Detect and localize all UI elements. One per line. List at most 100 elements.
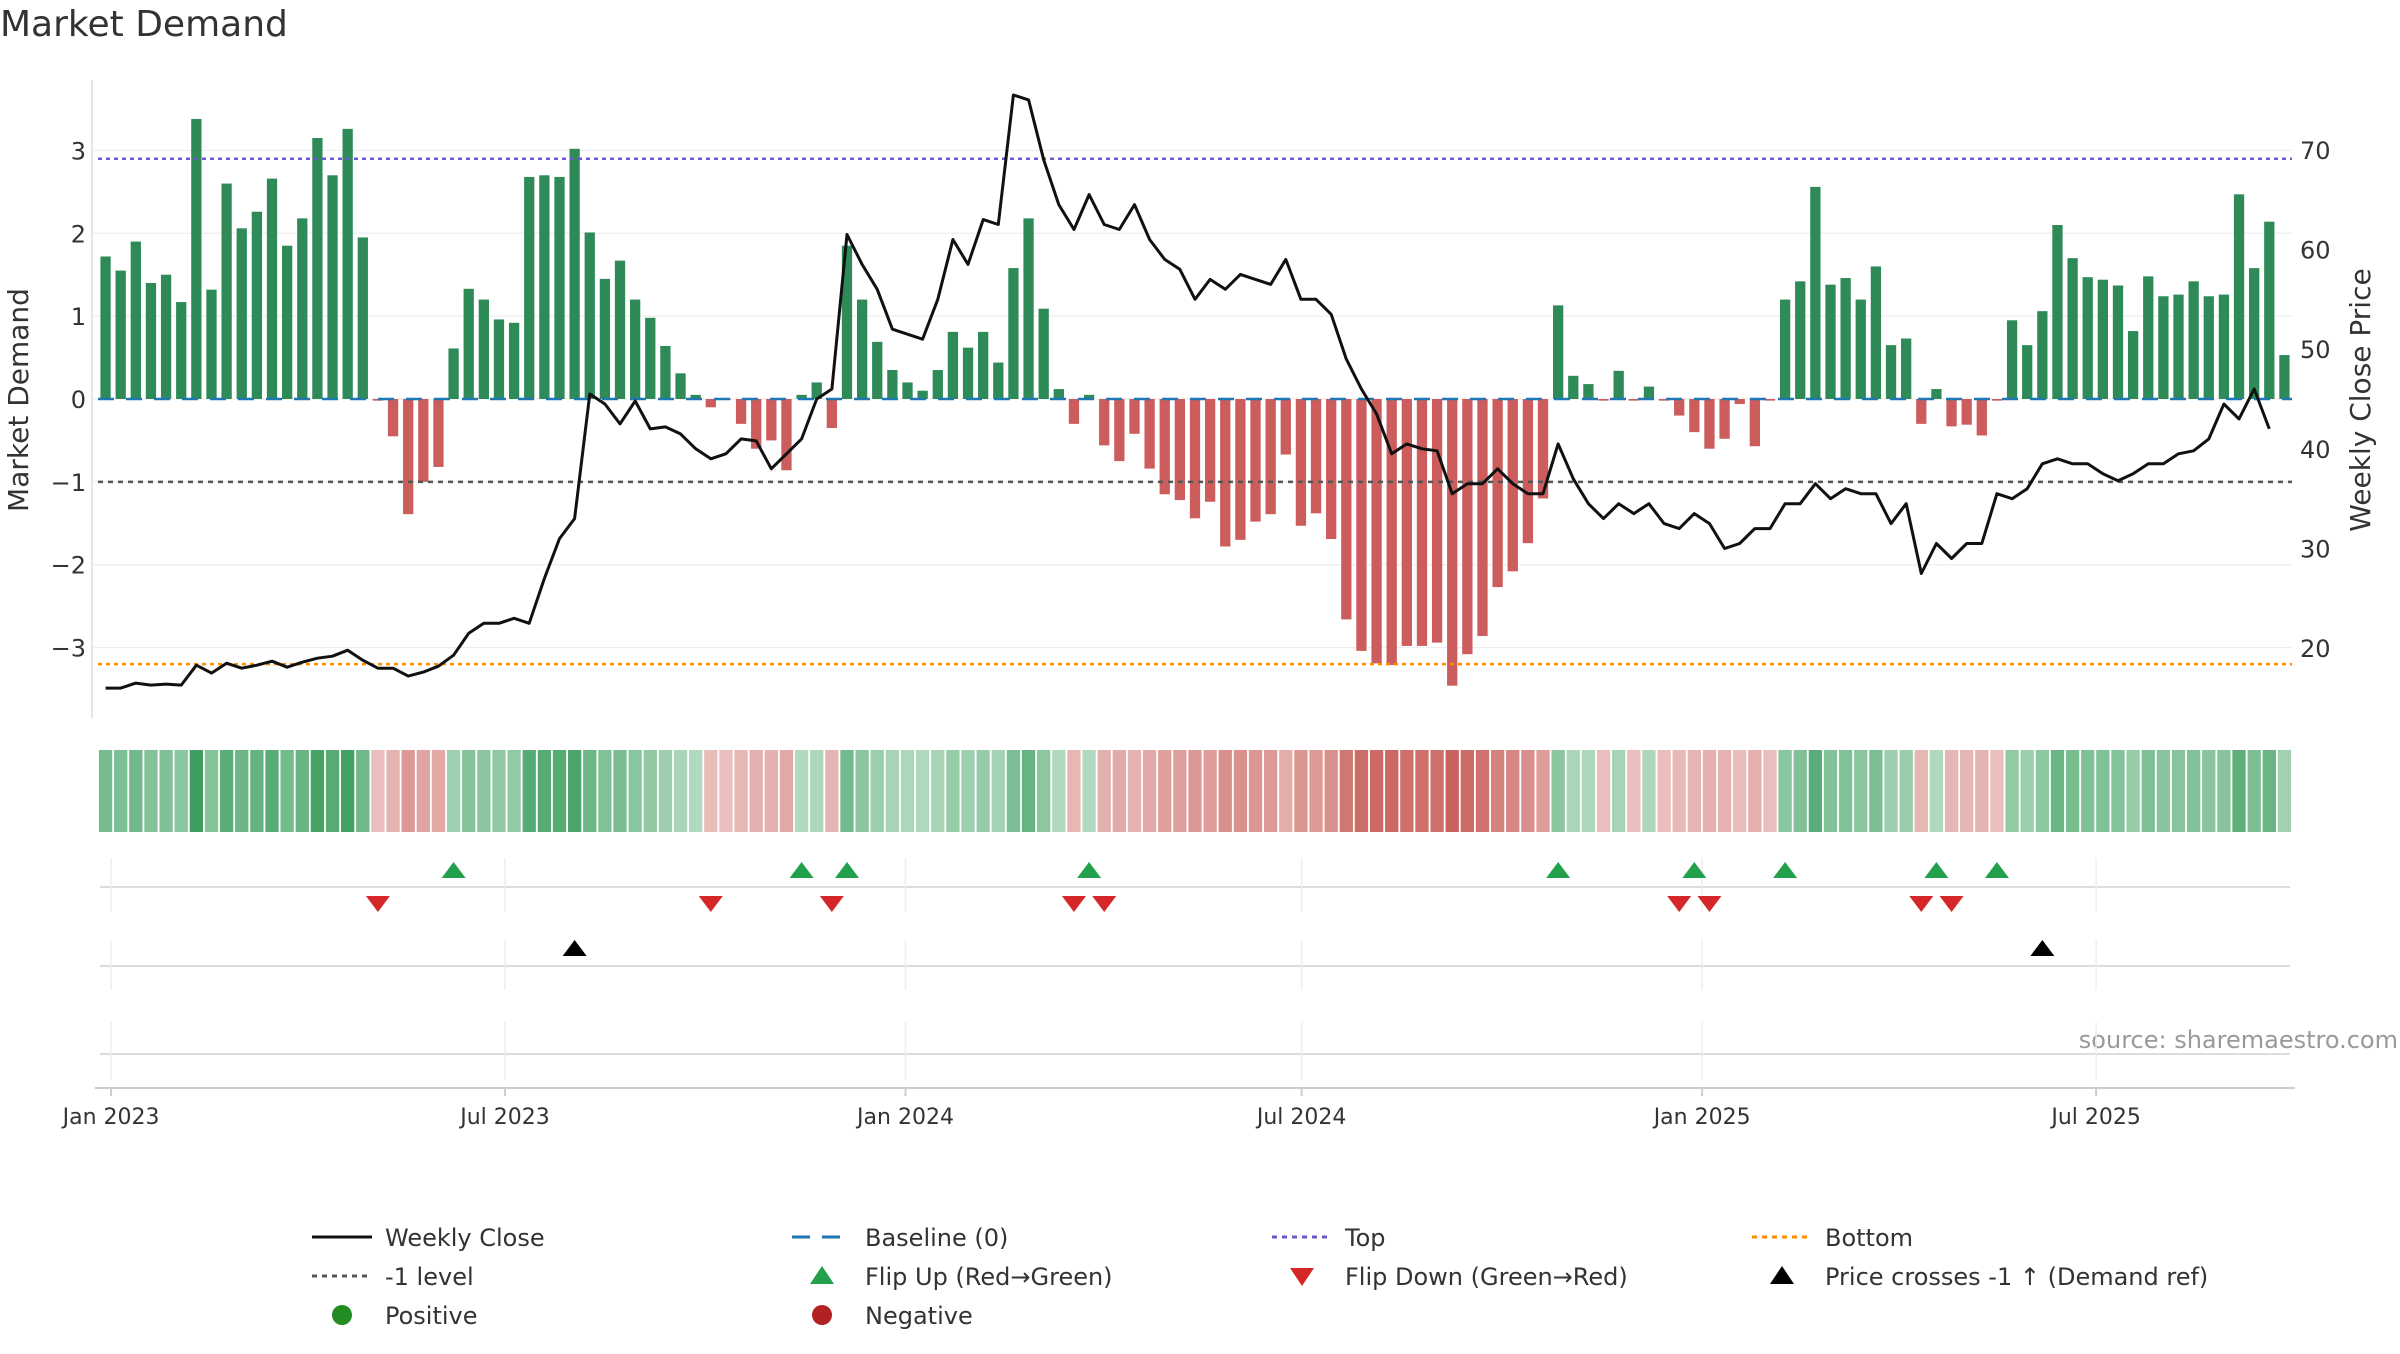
heat-cell xyxy=(885,750,900,832)
demand-bar xyxy=(266,178,278,399)
legend-label: Negative xyxy=(865,1302,973,1330)
heat-cell xyxy=(492,750,506,832)
demand-bar xyxy=(176,302,187,399)
heat-cell xyxy=(1354,750,1369,832)
y-tick-label: 0 xyxy=(71,386,86,414)
heat-cell xyxy=(1173,750,1187,832)
flip-up-marker xyxy=(834,862,859,878)
demand-bar xyxy=(1416,399,1428,646)
demand-bar xyxy=(1855,299,1866,399)
legend-label: Flip Up (Red→Green) xyxy=(865,1263,1113,1291)
price-cross-marker xyxy=(562,940,587,956)
heat-cell xyxy=(1142,750,1157,832)
demand-bar xyxy=(1008,268,1019,399)
heat-cell xyxy=(658,750,673,832)
demand-bar xyxy=(584,232,595,399)
heat-cell xyxy=(1536,750,1550,832)
demand-bar xyxy=(387,399,399,437)
heat-cell xyxy=(689,750,703,832)
heat-cell xyxy=(991,750,1005,832)
heat-cell xyxy=(1112,750,1127,832)
demand-bar xyxy=(1114,399,1125,462)
heat-cell xyxy=(810,750,824,832)
heat-cell xyxy=(2081,750,2095,832)
main-panel: 3 2 1 0 −1 −2 −3 70 60 50 40 30 20 xyxy=(51,80,2331,718)
heat-cell xyxy=(235,750,249,832)
heat-cell xyxy=(1975,750,1989,832)
heat-cell xyxy=(2186,750,2201,832)
demand-bar xyxy=(993,362,1004,399)
y-tick-label: −1 xyxy=(51,469,86,497)
flip-down-marker xyxy=(1939,896,1964,912)
demand-bar xyxy=(1341,399,1352,620)
demand-bar xyxy=(478,299,489,399)
demand-bar xyxy=(1083,394,1095,399)
legend: Weekly Close Baseline (0) Top Bottom -1 leve… xyxy=(312,1224,2208,1330)
flip-up-marker xyxy=(1077,862,1102,878)
demand-bar xyxy=(1129,399,1140,434)
demand-bar xyxy=(312,138,323,399)
legend-swatch-triangle-down xyxy=(1290,1268,1314,1286)
heat-cell xyxy=(1415,750,1429,832)
heat-cell xyxy=(764,750,778,832)
heat-cell xyxy=(704,750,718,832)
x-tick-label: Jul 2024 xyxy=(1255,1105,1347,1130)
heat-cell xyxy=(507,750,521,832)
heat-cell xyxy=(1884,750,1898,832)
heat-cell xyxy=(537,750,552,832)
heat-cell xyxy=(1279,750,1293,832)
heat-cell xyxy=(522,750,536,832)
demand-bar xyxy=(2097,279,2109,399)
legend-label: Flip Down (Green→Red) xyxy=(1345,1263,1628,1291)
heat-cell xyxy=(915,750,930,832)
heat-cell xyxy=(1037,750,1051,832)
heat-cell xyxy=(189,750,204,832)
demand-bar xyxy=(206,289,217,399)
heat-cell xyxy=(613,750,627,832)
demand-bar xyxy=(1885,345,1897,399)
heat-cell xyxy=(295,750,309,832)
heat-cell xyxy=(401,750,415,832)
demand-bar xyxy=(614,260,626,399)
y2-axis-label: Weekly Close Price xyxy=(2344,268,2377,531)
heat-cell xyxy=(1400,750,1414,832)
heat-cell xyxy=(1581,750,1596,832)
legend-label: Top xyxy=(1344,1224,1386,1252)
flip-up-marker xyxy=(1682,862,1707,878)
heat-cell xyxy=(98,750,113,832)
demand-bar xyxy=(2112,285,2124,399)
heat-cell xyxy=(1778,750,1792,832)
demand-bar xyxy=(1568,375,1579,399)
heat-cell xyxy=(1763,750,1777,832)
demand-bar xyxy=(1795,281,1806,399)
demand-bar xyxy=(2082,277,2093,399)
demand-bar xyxy=(2203,296,2214,399)
demand-bar xyxy=(766,399,777,441)
demand-bar xyxy=(947,331,959,399)
flip-down-marker xyxy=(365,896,390,912)
demand-bar xyxy=(221,183,232,399)
heat-cell xyxy=(159,750,173,832)
demand-bar xyxy=(1235,399,1246,540)
x-tick-label: Jan 2023 xyxy=(61,1105,160,1130)
demand-bar xyxy=(1689,399,1700,433)
demand-bar xyxy=(418,399,429,482)
heat-cell xyxy=(2111,750,2125,832)
heat-cell xyxy=(749,750,763,832)
heat-cell xyxy=(1899,750,1913,832)
heat-cell xyxy=(1490,750,1505,832)
legend-swatch-dot xyxy=(332,1305,352,1325)
demand-bar xyxy=(811,382,822,399)
legend-item: -1 level xyxy=(312,1263,474,1291)
demand-bar xyxy=(1991,399,2003,401)
y-axis-label: Market Demand xyxy=(2,288,35,512)
demand-bar xyxy=(357,237,368,399)
heat-cell xyxy=(1748,750,1762,832)
demand-bar xyxy=(2264,221,2275,399)
demand-bar xyxy=(1840,278,1851,399)
heat-cell xyxy=(1445,750,1459,832)
demand-bar xyxy=(1810,186,1821,399)
x-tick-label: Jul 2025 xyxy=(2049,1105,2141,1130)
demand-bar xyxy=(917,390,928,399)
demand-bar xyxy=(115,270,126,399)
